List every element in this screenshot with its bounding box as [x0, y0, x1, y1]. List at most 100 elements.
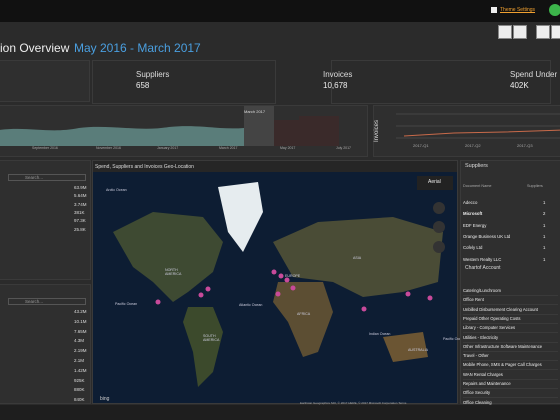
panel-title: Chartof Account	[465, 265, 501, 271]
map-label: AFRICA	[297, 312, 311, 316]
map-label: Arctic Ocean	[106, 188, 127, 192]
quarter-line	[403, 129, 560, 137]
account-item[interactable]: Unbilled Disbursement Clearing Account	[463, 307, 558, 315]
filter-value: 2.1M	[74, 358, 85, 363]
axis-label: Invoices	[374, 119, 381, 143]
supplier-name[interactable]: Adecco	[463, 200, 478, 205]
column-header: Suppliers	[527, 184, 543, 188]
filter-value: 3.74M	[74, 201, 87, 207]
kpi-value: 402K	[510, 81, 529, 90]
timeline-label: September 2016	[32, 146, 58, 150]
footer	[0, 405, 560, 420]
filter-value: 5.64M	[74, 193, 87, 199]
avatar[interactable]	[549, 4, 560, 16]
supplier-name[interactable]: EDF Energy	[463, 222, 487, 228]
map-label: ASIA	[353, 256, 362, 260]
timeline-label: May 2017	[280, 146, 296, 150]
account-item[interactable]: WAN Rental Charges	[463, 372, 558, 380]
supplier-count: 1	[543, 222, 546, 228]
quarter-panel	[373, 105, 560, 157]
supplier-count: 2	[543, 211, 546, 217]
account-item[interactable]: Catering/Lunchroom	[463, 288, 558, 296]
map-label: Pacific Ocean	[443, 337, 466, 341]
refresh-button[interactable]	[536, 25, 550, 39]
supplier-name[interactable]: Orange Business UK Ltd	[463, 233, 511, 239]
kpi-value: 10,678	[323, 81, 348, 90]
supplier-count: 1	[543, 233, 546, 239]
account-item[interactable]: Office Rent	[463, 297, 558, 306]
timeline-selection	[244, 106, 274, 146]
timeline-label: March 2017	[219, 146, 238, 150]
timeline-area	[274, 116, 339, 146]
prev-button[interactable]	[498, 25, 512, 39]
supplier-name[interactable]: Cofely Ltd	[463, 245, 483, 251]
column-header: Document Name	[463, 184, 492, 188]
theme-link[interactable]: Theme Settings	[500, 7, 536, 13]
kpi-label: Spend Under	[510, 70, 558, 79]
supplier-count: 1	[543, 200, 546, 205]
filter-value: 4.3M	[74, 338, 85, 344]
supplier-name[interactable]: Microsoft	[463, 211, 483, 217]
timeline-selection-label: March 2017	[244, 109, 266, 114]
map-label: Indian Ocean	[369, 332, 391, 336]
filter-value: 97.3K	[74, 218, 86, 224]
quarter-chart	[396, 113, 560, 139]
next-button[interactable]	[513, 25, 527, 39]
account-item[interactable]: Utilities - Electricity	[463, 335, 558, 343]
right-panel	[460, 160, 560, 404]
search-box: Search...	[8, 298, 86, 305]
timeline-label: January 2017	[157, 146, 179, 150]
filter-value: 880K	[74, 387, 85, 393]
timeline-area	[0, 126, 244, 146]
page-title: ion Overview	[0, 41, 70, 55]
account-item[interactable]: Mobile Phone, SMS & Pager Call Charges	[463, 362, 558, 371]
x-tick-label: 2017-Q2	[465, 143, 481, 148]
filter-value: 10.1M	[74, 318, 87, 324]
kpi-value: 658	[136, 81, 150, 90]
timeline-label: July 2017	[336, 146, 351, 150]
map-attribution: Earthstar Geographics SIO, © 2017 HERE, …	[300, 401, 407, 405]
map-label: SOUTH AMERICA	[203, 334, 220, 342]
map-label: EUROPE	[285, 274, 301, 278]
account-item[interactable]: Other Infrastructure Software Maintenanc…	[463, 344, 558, 352]
expand-button[interactable]	[551, 25, 560, 39]
timeline-chart	[0, 106, 339, 146]
supplier-count: 1	[543, 245, 546, 251]
filter-value: 925K	[74, 377, 85, 383]
timeline-panel	[0, 105, 368, 157]
filter-value: 2.19M	[74, 348, 87, 354]
map-title: Spend, Suppliers and Invoices Geo-Locati…	[95, 164, 194, 170]
timeline-label: November 2016	[96, 146, 121, 150]
account-item[interactable]: Prepaid Other Operating Costs	[463, 316, 558, 324]
filter-value: 43.2M	[74, 309, 87, 314]
filter-value: 840K	[74, 397, 85, 403]
filter-value: 381K	[74, 209, 85, 215]
x-tick-label: 2017-Q3	[517, 143, 533, 148]
account-item[interactable]: Office Security	[463, 390, 558, 399]
kpi-card	[0, 60, 90, 102]
map-label: NORTH AMERICA	[165, 268, 182, 276]
filter-value: 25.8K	[74, 226, 86, 232]
page-period: May 2016 - March 2017	[74, 41, 201, 55]
account-item[interactable]: Repairs and Maintenance	[463, 381, 558, 389]
kpi-label: Suppliers	[136, 70, 170, 79]
map	[93, 172, 457, 403]
filter-value: 1.42M	[74, 367, 87, 373]
search-box: Search...	[8, 174, 86, 181]
x-tick-label: 2017-Q1	[413, 143, 429, 148]
filter-value: 7.65M	[74, 328, 87, 334]
account-item[interactable]: Travel - Other	[463, 353, 558, 362]
filter-value: 63.9M	[74, 185, 87, 190]
map-label: Atlantic Ocean	[239, 303, 263, 307]
supplier-name[interactable]: Western Realty LLC	[463, 256, 502, 262]
map-label: AUSTRALIA	[408, 348, 428, 352]
kpi-label: Invoices	[323, 70, 353, 79]
map-layer[interactable]: Aerial	[428, 179, 441, 185]
map-label: Pacific Ocean	[115, 302, 138, 306]
account-item[interactable]: Library - Computer Services	[463, 325, 558, 334]
map-brand: bing	[100, 396, 110, 402]
theme-icon	[491, 7, 497, 13]
kpi-card	[92, 60, 276, 104]
panel-title: Suppliers	[465, 163, 488, 169]
